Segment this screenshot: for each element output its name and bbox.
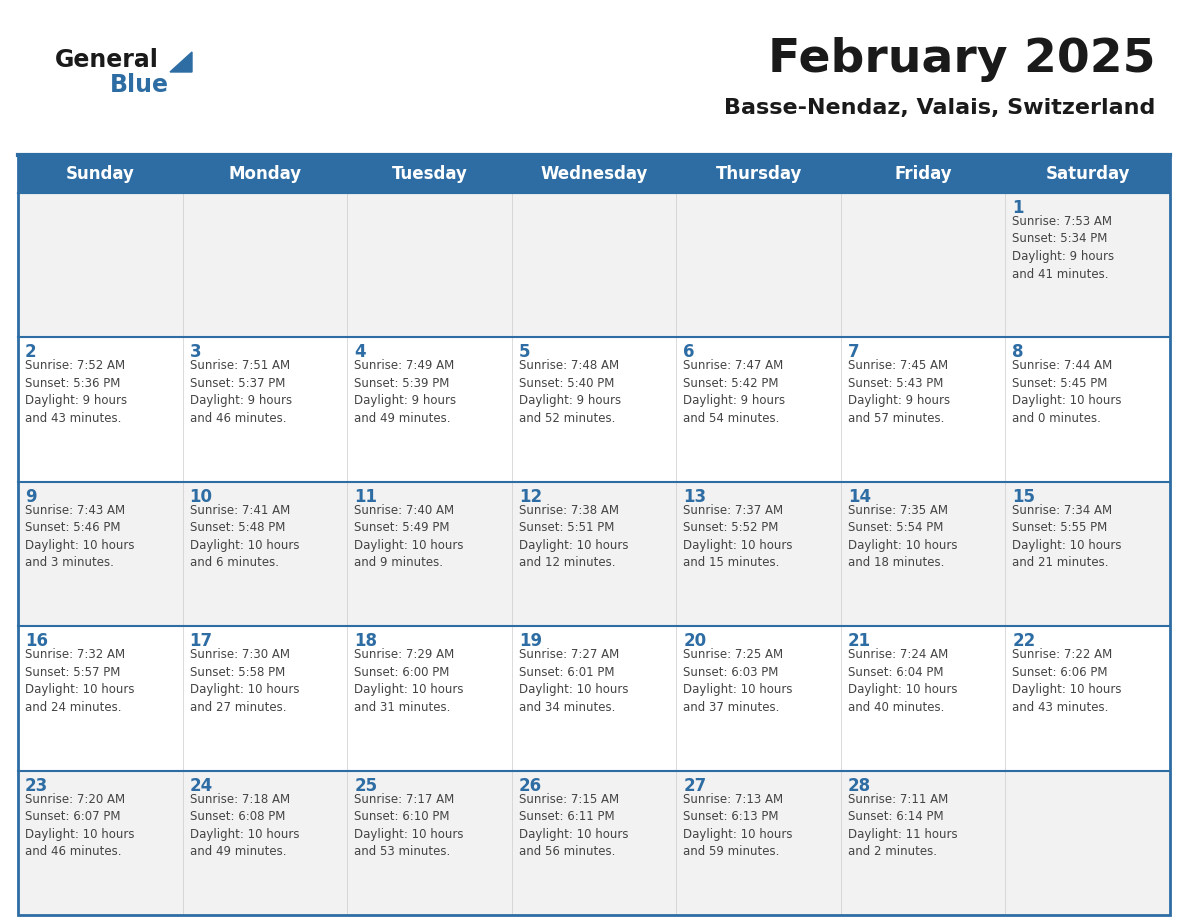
- Text: Sunday: Sunday: [65, 165, 134, 183]
- Text: Sunrise: 7:40 AM
Sunset: 5:49 PM
Daylight: 10 hours
and 9 minutes.: Sunrise: 7:40 AM Sunset: 5:49 PM Dayligh…: [354, 504, 463, 569]
- Text: Sunrise: 7:18 AM
Sunset: 6:08 PM
Daylight: 10 hours
and 49 minutes.: Sunrise: 7:18 AM Sunset: 6:08 PM Dayligh…: [190, 792, 299, 858]
- Text: 12: 12: [519, 487, 542, 506]
- Text: 27: 27: [683, 777, 707, 795]
- Text: Basse-Nendaz, Valais, Switzerland: Basse-Nendaz, Valais, Switzerland: [723, 98, 1155, 118]
- Bar: [18, 155, 1170, 915]
- Text: 16: 16: [25, 633, 48, 650]
- Bar: [18, 193, 1170, 338]
- Text: Sunrise: 7:47 AM
Sunset: 5:42 PM
Daylight: 9 hours
and 54 minutes.: Sunrise: 7:47 AM Sunset: 5:42 PM Dayligh…: [683, 360, 785, 425]
- Text: 18: 18: [354, 633, 377, 650]
- Text: 24: 24: [190, 777, 213, 795]
- Text: 1: 1: [1012, 199, 1024, 217]
- Text: 28: 28: [848, 777, 871, 795]
- Text: 25: 25: [354, 777, 378, 795]
- Text: Sunrise: 7:17 AM
Sunset: 6:10 PM
Daylight: 10 hours
and 53 minutes.: Sunrise: 7:17 AM Sunset: 6:10 PM Dayligh…: [354, 792, 463, 858]
- Text: Tuesday: Tuesday: [392, 165, 467, 183]
- Text: Sunrise: 7:51 AM
Sunset: 5:37 PM
Daylight: 9 hours
and 46 minutes.: Sunrise: 7:51 AM Sunset: 5:37 PM Dayligh…: [190, 360, 292, 425]
- Text: Sunrise: 7:35 AM
Sunset: 5:54 PM
Daylight: 10 hours
and 18 minutes.: Sunrise: 7:35 AM Sunset: 5:54 PM Dayligh…: [848, 504, 958, 569]
- Text: Thursday: Thursday: [715, 165, 802, 183]
- Text: February 2025: February 2025: [767, 38, 1155, 83]
- Bar: [18, 626, 1170, 770]
- Text: Sunrise: 7:41 AM
Sunset: 5:48 PM
Daylight: 10 hours
and 6 minutes.: Sunrise: 7:41 AM Sunset: 5:48 PM Dayligh…: [190, 504, 299, 569]
- Polygon shape: [170, 52, 192, 72]
- Text: Sunrise: 7:38 AM
Sunset: 5:51 PM
Daylight: 10 hours
and 12 minutes.: Sunrise: 7:38 AM Sunset: 5:51 PM Dayligh…: [519, 504, 628, 569]
- Text: 15: 15: [1012, 487, 1036, 506]
- Text: Saturday: Saturday: [1045, 165, 1130, 183]
- Text: 5: 5: [519, 343, 530, 362]
- Text: Sunrise: 7:52 AM
Sunset: 5:36 PM
Daylight: 9 hours
and 43 minutes.: Sunrise: 7:52 AM Sunset: 5:36 PM Dayligh…: [25, 360, 127, 425]
- Text: 22: 22: [1012, 633, 1036, 650]
- Text: 20: 20: [683, 633, 707, 650]
- Text: General: General: [55, 48, 159, 72]
- Text: Sunrise: 7:29 AM
Sunset: 6:00 PM
Daylight: 10 hours
and 31 minutes.: Sunrise: 7:29 AM Sunset: 6:00 PM Dayligh…: [354, 648, 463, 713]
- Text: 11: 11: [354, 487, 377, 506]
- Text: Sunrise: 7:25 AM
Sunset: 6:03 PM
Daylight: 10 hours
and 37 minutes.: Sunrise: 7:25 AM Sunset: 6:03 PM Dayligh…: [683, 648, 792, 713]
- Text: 13: 13: [683, 487, 707, 506]
- Text: Sunrise: 7:15 AM
Sunset: 6:11 PM
Daylight: 10 hours
and 56 minutes.: Sunrise: 7:15 AM Sunset: 6:11 PM Dayligh…: [519, 792, 628, 858]
- Text: 10: 10: [190, 487, 213, 506]
- Text: 7: 7: [848, 343, 859, 362]
- Text: Sunrise: 7:20 AM
Sunset: 6:07 PM
Daylight: 10 hours
and 46 minutes.: Sunrise: 7:20 AM Sunset: 6:07 PM Dayligh…: [25, 792, 134, 858]
- Text: 3: 3: [190, 343, 201, 362]
- Text: Sunrise: 7:30 AM
Sunset: 5:58 PM
Daylight: 10 hours
and 27 minutes.: Sunrise: 7:30 AM Sunset: 5:58 PM Dayligh…: [190, 648, 299, 713]
- Text: 19: 19: [519, 633, 542, 650]
- Text: Sunrise: 7:11 AM
Sunset: 6:14 PM
Daylight: 11 hours
and 2 minutes.: Sunrise: 7:11 AM Sunset: 6:14 PM Dayligh…: [848, 792, 958, 858]
- Text: Sunrise: 7:45 AM
Sunset: 5:43 PM
Daylight: 9 hours
and 57 minutes.: Sunrise: 7:45 AM Sunset: 5:43 PM Dayligh…: [848, 360, 950, 425]
- Text: Blue: Blue: [110, 73, 169, 97]
- Bar: [18, 482, 1170, 626]
- Text: 9: 9: [25, 487, 37, 506]
- Text: Friday: Friday: [895, 165, 952, 183]
- Text: Monday: Monday: [228, 165, 302, 183]
- Text: Sunrise: 7:43 AM
Sunset: 5:46 PM
Daylight: 10 hours
and 3 minutes.: Sunrise: 7:43 AM Sunset: 5:46 PM Dayligh…: [25, 504, 134, 569]
- Text: Sunrise: 7:27 AM
Sunset: 6:01 PM
Daylight: 10 hours
and 34 minutes.: Sunrise: 7:27 AM Sunset: 6:01 PM Dayligh…: [519, 648, 628, 713]
- Text: Sunrise: 7:37 AM
Sunset: 5:52 PM
Daylight: 10 hours
and 15 minutes.: Sunrise: 7:37 AM Sunset: 5:52 PM Dayligh…: [683, 504, 792, 569]
- Bar: [18, 338, 1170, 482]
- Text: 4: 4: [354, 343, 366, 362]
- Text: 14: 14: [848, 487, 871, 506]
- Text: 8: 8: [1012, 343, 1024, 362]
- Text: Sunrise: 7:49 AM
Sunset: 5:39 PM
Daylight: 9 hours
and 49 minutes.: Sunrise: 7:49 AM Sunset: 5:39 PM Dayligh…: [354, 360, 456, 425]
- Text: Sunrise: 7:22 AM
Sunset: 6:06 PM
Daylight: 10 hours
and 43 minutes.: Sunrise: 7:22 AM Sunset: 6:06 PM Dayligh…: [1012, 648, 1121, 713]
- Text: 23: 23: [25, 777, 49, 795]
- Text: Sunrise: 7:24 AM
Sunset: 6:04 PM
Daylight: 10 hours
and 40 minutes.: Sunrise: 7:24 AM Sunset: 6:04 PM Dayligh…: [848, 648, 958, 713]
- Text: 21: 21: [848, 633, 871, 650]
- Text: 17: 17: [190, 633, 213, 650]
- Bar: [18, 155, 1170, 193]
- Text: Wednesday: Wednesday: [541, 165, 647, 183]
- Text: 6: 6: [683, 343, 695, 362]
- Text: Sunrise: 7:53 AM
Sunset: 5:34 PM
Daylight: 9 hours
and 41 minutes.: Sunrise: 7:53 AM Sunset: 5:34 PM Dayligh…: [1012, 215, 1114, 281]
- Text: Sunrise: 7:32 AM
Sunset: 5:57 PM
Daylight: 10 hours
and 24 minutes.: Sunrise: 7:32 AM Sunset: 5:57 PM Dayligh…: [25, 648, 134, 713]
- Text: 26: 26: [519, 777, 542, 795]
- Text: Sunrise: 7:34 AM
Sunset: 5:55 PM
Daylight: 10 hours
and 21 minutes.: Sunrise: 7:34 AM Sunset: 5:55 PM Dayligh…: [1012, 504, 1121, 569]
- Text: 2: 2: [25, 343, 37, 362]
- Text: Sunrise: 7:13 AM
Sunset: 6:13 PM
Daylight: 10 hours
and 59 minutes.: Sunrise: 7:13 AM Sunset: 6:13 PM Dayligh…: [683, 792, 792, 858]
- Text: Sunrise: 7:48 AM
Sunset: 5:40 PM
Daylight: 9 hours
and 52 minutes.: Sunrise: 7:48 AM Sunset: 5:40 PM Dayligh…: [519, 360, 621, 425]
- Text: Sunrise: 7:44 AM
Sunset: 5:45 PM
Daylight: 10 hours
and 0 minutes.: Sunrise: 7:44 AM Sunset: 5:45 PM Dayligh…: [1012, 360, 1121, 425]
- Bar: [18, 770, 1170, 915]
